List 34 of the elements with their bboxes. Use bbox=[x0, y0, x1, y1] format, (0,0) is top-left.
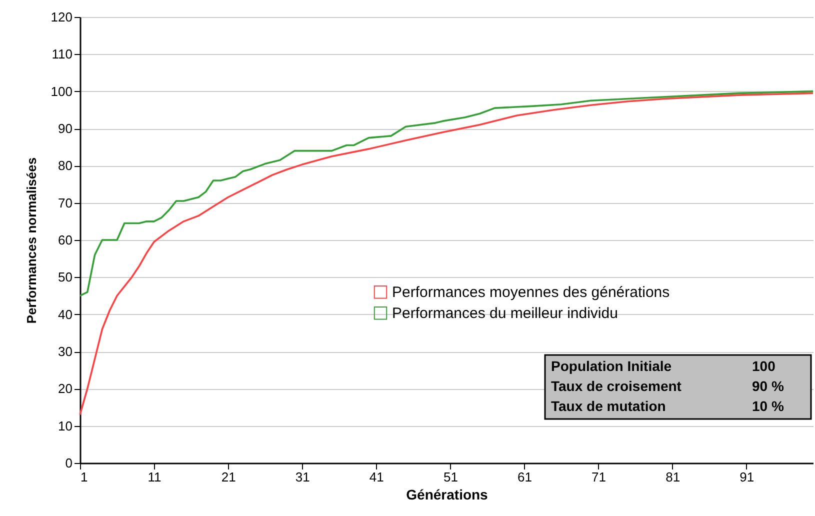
annotation: Taux de mutation bbox=[551, 398, 666, 414]
y-tick-label: 110 bbox=[52, 46, 72, 62]
y-tick-label: 50 bbox=[58, 270, 72, 285]
y-axis-title: Performances normalisées bbox=[24, 157, 39, 324]
y-tick-label: 120 bbox=[50, 10, 72, 24]
annotation: 90 % bbox=[752, 378, 784, 394]
annotation: Population Initiale bbox=[551, 358, 672, 374]
legend-label: Performances moyennes des générations bbox=[392, 284, 670, 302]
x-tick-label: 81 bbox=[666, 470, 680, 484]
x-tick-label: 61 bbox=[518, 470, 532, 484]
annotation: 100 bbox=[752, 358, 776, 374]
y-tick-label: 100 bbox=[50, 84, 72, 99]
x-tick-label: 71 bbox=[592, 470, 606, 484]
legend-label: Performances du meilleur individu bbox=[392, 305, 618, 322]
y-tick-label: 30 bbox=[58, 344, 72, 359]
annotation: Taux de croisement bbox=[551, 378, 682, 394]
x-tick-label: 31 bbox=[295, 470, 310, 484]
x-tick-label: 91 bbox=[740, 470, 754, 484]
annotation: 10 % bbox=[752, 398, 784, 414]
x-tick-label: 41 bbox=[369, 470, 384, 484]
y-tick-label: 20 bbox=[58, 381, 72, 396]
y-tick-label: 10 bbox=[58, 418, 72, 434]
y-tick-label: 90 bbox=[58, 121, 72, 136]
x-tick-label: 11 bbox=[148, 470, 162, 484]
y-tick-label: 0 bbox=[65, 456, 72, 470]
line-series bbox=[79, 92, 814, 416]
y-tick-label: 70 bbox=[58, 195, 72, 210]
y-tick-label: 60 bbox=[58, 232, 72, 248]
x-tick-label: 1 bbox=[80, 470, 88, 484]
y-tick-label: 40 bbox=[58, 306, 72, 322]
y-tick-label: 80 bbox=[58, 158, 72, 174]
x-tick-label: 51 bbox=[443, 470, 458, 484]
x-axis-title: Générations bbox=[406, 486, 488, 502]
x-tick-label: 21 bbox=[221, 470, 236, 484]
